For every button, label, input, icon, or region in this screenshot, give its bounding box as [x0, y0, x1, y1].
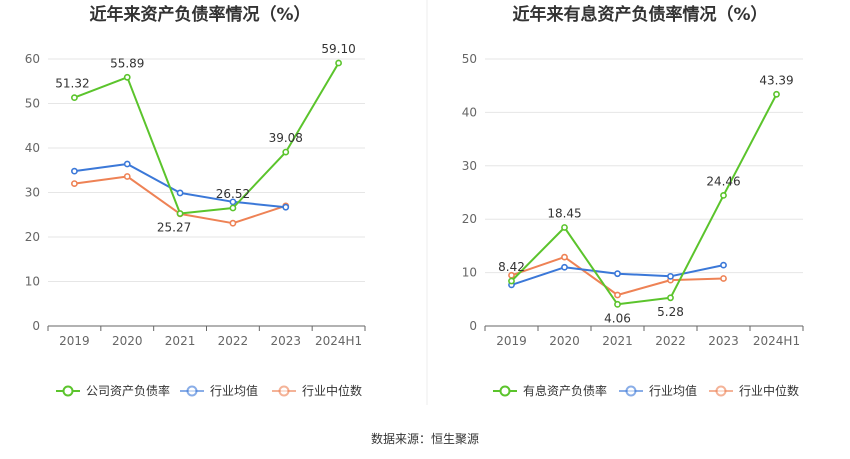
data-point [229, 219, 237, 227]
series-line [510, 93, 778, 306]
data-point [71, 180, 78, 187]
legend-swatch-marker [715, 385, 727, 397]
legend-label: 行业均值 [210, 383, 258, 398]
legend-label: 行业中位数 [739, 383, 799, 398]
data-label: 55.89 [110, 56, 144, 70]
data-point [176, 210, 184, 217]
data-point [614, 300, 621, 308]
data-point [561, 253, 568, 261]
data-point [123, 160, 131, 168]
legend-swatch-marker [278, 385, 290, 397]
data-label: 5.28 [657, 305, 684, 319]
data-point [720, 191, 727, 199]
data-label: 59.10 [321, 42, 355, 56]
y-tick-label: 50 [25, 97, 40, 111]
legend-item[interactable]: 有息资产负债率 [493, 383, 607, 398]
legend-item[interactable]: 公司资产负债率 [56, 383, 170, 398]
y-tick-label: 60 [25, 52, 40, 66]
data-point [229, 198, 237, 206]
legend-item[interactable]: 行业中位数 [272, 383, 362, 398]
chart-title: 近年来有息资产负债率情况（%） [512, 4, 767, 25]
x-tick-label: 2022 [655, 334, 686, 348]
y-tick-label: 20 [462, 212, 477, 226]
x-tick-label: 2022 [218, 334, 249, 348]
data-point [561, 224, 568, 231]
x-tick-label: 2020 [549, 334, 580, 348]
legend-item[interactable]: 行业中位数 [709, 383, 799, 398]
data-label: 39.08 [269, 131, 303, 145]
data-point [282, 203, 290, 211]
data-point [71, 167, 78, 175]
chart-legend[interactable]: 有息资产负债率 行业均值 行业中位数 [493, 383, 799, 398]
x-tick-label: 2024H1 [753, 334, 800, 348]
legend-label: 行业中位数 [302, 383, 362, 398]
y-tick-label: 40 [462, 105, 477, 119]
x-tick-label: 2023 [270, 334, 301, 348]
data-point [667, 272, 674, 280]
data-point [123, 173, 131, 180]
data-point [229, 204, 237, 212]
legend-swatch-marker [625, 385, 637, 397]
x-tick-label: 2021 [165, 334, 196, 348]
x-tick-label: 2023 [708, 334, 739, 348]
data-label: 4.06 [604, 311, 631, 325]
data-label: 18.45 [547, 206, 581, 220]
y-tick-label: 10 [25, 275, 40, 289]
legend-item[interactable]: 行业均值 [619, 383, 697, 398]
data-label: 43.39 [759, 73, 793, 87]
chart-interest-debt-ratio: 近年来有息资产负债率情况（%） 0 10 20 30 40 50 2019 2020 2021 2… [462, 4, 804, 398]
legend-label: 公司资产负债率 [86, 383, 170, 398]
legend-label: 有息资产负债率 [523, 383, 607, 398]
data-point [614, 291, 621, 299]
legend-swatch-marker [186, 385, 198, 397]
data-point [720, 261, 727, 269]
y-tick-label: 20 [25, 230, 40, 244]
x-tick-label: 2019 [496, 334, 527, 348]
legend-swatch-marker [62, 385, 74, 397]
legend-item[interactable]: 行业均值 [180, 383, 258, 398]
y-tick-label: 30 [25, 186, 40, 200]
data-source-note: 数据来源：恒生聚源 [371, 431, 479, 446]
x-tick-label: 2019 [59, 334, 90, 348]
y-tick-label: 30 [462, 159, 477, 173]
data-label: 8.42 [498, 260, 525, 274]
data-point [335, 59, 342, 67]
x-tick-label: 2021 [602, 334, 633, 348]
chart-total-debt-ratio: 近年来资产负债率情况（%） 0 10 20 30 40 50 60 2019 2020 2021 2… [25, 4, 366, 398]
y-tick-label: 10 [462, 266, 477, 280]
chart-title: 近年来资产负债率情况（%） [89, 4, 310, 25]
data-label: 26.52 [216, 187, 250, 201]
series-line [74, 62, 340, 215]
data-point [614, 270, 621, 278]
chart-legend[interactable]: 公司资产负债率 行业均值 行业中位数 [56, 383, 362, 398]
data-point [667, 294, 674, 302]
data-point [773, 90, 780, 98]
legend-label: 行业均值 [649, 383, 697, 398]
x-tick-label: 2020 [112, 334, 143, 348]
x-tick-label: 2024H1 [315, 334, 362, 348]
y-tick-label: 40 [25, 141, 40, 155]
y-tick-label: 50 [462, 52, 477, 66]
data-point [71, 94, 78, 102]
data-point [720, 275, 727, 282]
y-tick-label: 0 [469, 319, 477, 333]
y-tick-label: 0 [32, 319, 40, 333]
data-point [176, 189, 184, 197]
data-point [561, 263, 568, 271]
data-point [123, 73, 131, 81]
data-point [282, 148, 290, 156]
data-label: 24.46 [706, 174, 740, 188]
legend-swatch-marker [499, 385, 511, 397]
data-label: 51.32 [55, 77, 89, 91]
data-label: 25.27 [157, 221, 191, 235]
data-point [508, 277, 515, 285]
